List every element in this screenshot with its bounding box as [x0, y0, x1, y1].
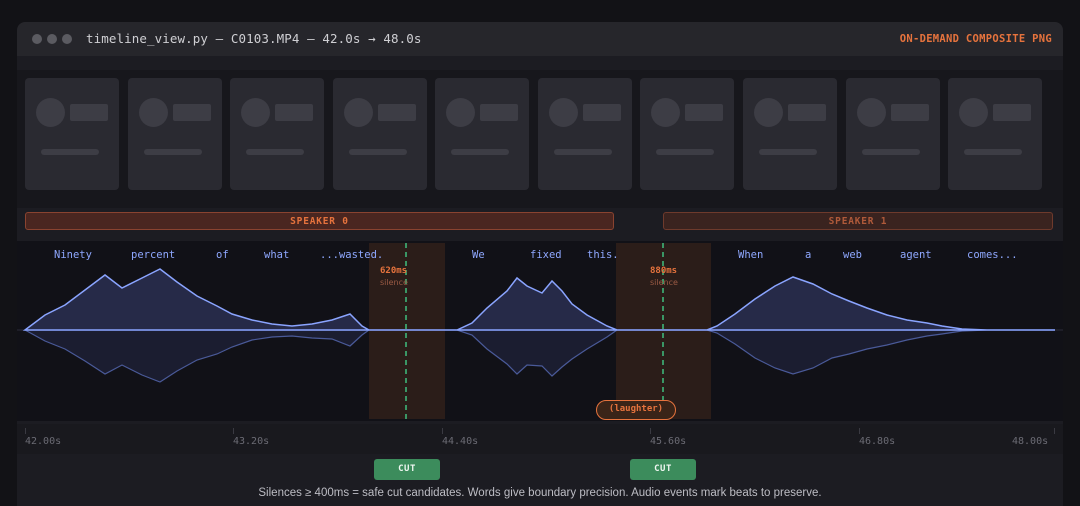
ruler-label: 45.60s: [650, 436, 687, 447]
minimize-dot-icon[interactable]: [47, 34, 57, 44]
laughter-event-tag[interactable]: (laughter): [596, 400, 676, 420]
window-title: timeline_view.py — C0103.MP4 — 42.0s → 4…: [86, 31, 422, 46]
maximize-dot-icon[interactable]: [62, 34, 72, 44]
close-dot-icon[interactable]: [32, 34, 42, 44]
thumbnail-frame[interactable]: [128, 78, 222, 190]
ruler-tick: [1054, 428, 1055, 434]
silence-label: silence: [650, 278, 678, 287]
silence-label: silence: [380, 278, 408, 287]
thumbnail-frame[interactable]: [743, 78, 837, 190]
silence-duration: 880ms: [650, 266, 678, 276]
waveform-upper: [22, 268, 1055, 331]
title-bar: timeline_view.py — C0103.MP4 — 42.0s → 4…: [17, 22, 1063, 56]
footer-caption: Silences ≥ 400ms = safe cut candidates. …: [258, 487, 822, 499]
waveform-panel[interactable]: Ninety percent of what ...wasted. We fix…: [17, 241, 1063, 421]
thumbnail-frame[interactable]: [25, 78, 119, 190]
ruler-label: 42.00s: [25, 436, 62, 447]
cut-button[interactable]: CUT: [374, 459, 440, 480]
thumbnail-strip: [17, 70, 1063, 208]
transcript-word[interactable]: agent: [900, 249, 932, 261]
transcript-word[interactable]: web: [843, 249, 862, 261]
thumbnail-frame[interactable]: [538, 78, 632, 190]
ruler-label: 48.00s: [1012, 436, 1049, 447]
thumbnail-frame[interactable]: [640, 78, 734, 190]
ruler-tick: [859, 428, 860, 434]
thumbnail-frame[interactable]: [846, 78, 940, 190]
cut-button[interactable]: CUT: [630, 459, 696, 480]
transcript-word[interactable]: what: [264, 249, 290, 261]
transcript-word[interactable]: percent: [131, 249, 176, 261]
ruler-tick: [233, 428, 234, 434]
transcript-word[interactable]: a: [805, 249, 812, 261]
thumbnail-frame[interactable]: [948, 78, 1042, 190]
transcript-word[interactable]: Ninety: [54, 249, 92, 261]
composite-badge: ON-DEMAND COMPOSITE PNG: [899, 33, 1052, 45]
ruler-tick: [442, 428, 443, 434]
transcript-word[interactable]: of: [216, 249, 229, 261]
transcript-word[interactable]: comes...: [967, 249, 1018, 261]
ruler-label: 44.40s: [442, 436, 479, 447]
transcript-word[interactable]: fixed: [530, 249, 562, 261]
app-window: timeline_view.py — C0103.MP4 — 42.0s → 4…: [17, 22, 1063, 506]
speaker-1-track[interactable]: SPEAKER 1: [663, 212, 1053, 230]
ruler-label: 46.80s: [859, 436, 896, 447]
thumbnail-frame[interactable]: [435, 78, 529, 190]
silence-duration: 620ms: [380, 266, 408, 276]
ruler-tick: [650, 428, 651, 434]
ruler-label: 43.20s: [233, 436, 270, 447]
thumbnail-frame[interactable]: [333, 78, 427, 190]
transcript-word[interactable]: this.: [587, 249, 619, 261]
waveform-svg: [17, 243, 1063, 419]
transcript-word[interactable]: When: [738, 249, 764, 261]
waveform-lower: [24, 329, 1055, 383]
time-ruler[interactable]: 42.00s 43.20s 44.40s 45.60s 46.80s 48.00…: [17, 424, 1063, 454]
silence-region: [369, 243, 445, 419]
thumbnail-frame[interactable]: [230, 78, 324, 190]
transcript-word[interactable]: We: [472, 249, 485, 261]
ruler-tick: [25, 428, 26, 434]
speaker-0-track[interactable]: SPEAKER 0: [25, 212, 614, 230]
transcript-word[interactable]: ...wasted.: [320, 249, 384, 261]
